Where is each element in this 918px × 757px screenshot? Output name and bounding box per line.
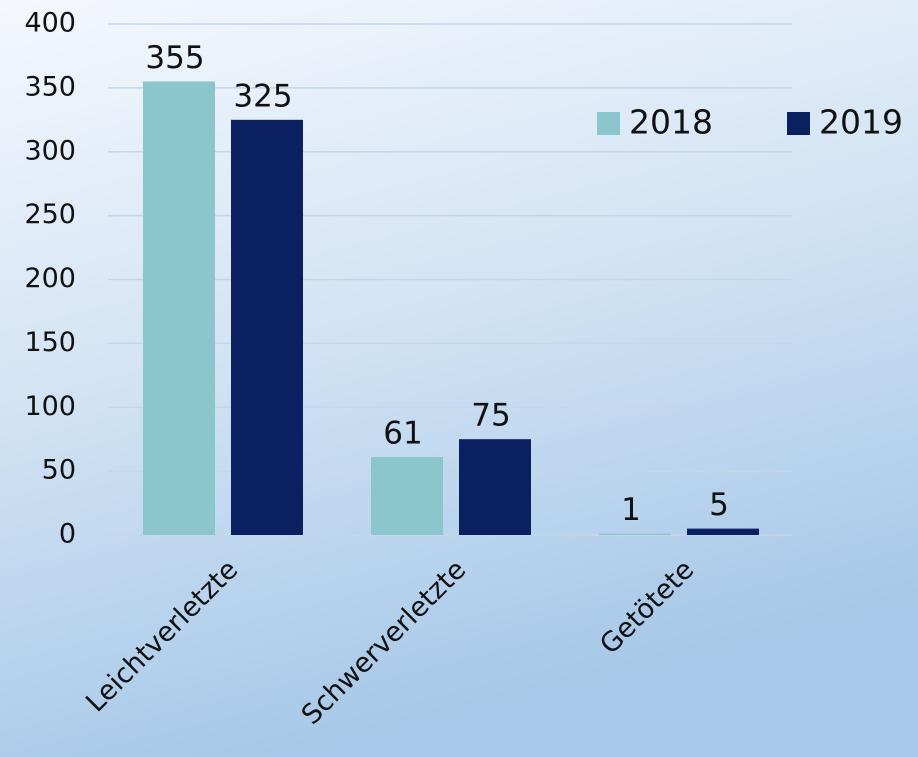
data-label: 325 (233, 78, 292, 114)
legend-label: 2019 (819, 103, 903, 142)
legend-swatch (787, 112, 810, 135)
legend-label: 2018 (629, 103, 713, 142)
y-tick-label: 50 (42, 455, 76, 486)
data-label: 355 (145, 40, 204, 76)
y-tick-label: 200 (24, 263, 76, 294)
bar (599, 533, 671, 535)
legend-swatch (597, 112, 620, 135)
y-tick-label: 300 (24, 135, 76, 166)
bar (143, 81, 215, 536)
bar (459, 439, 531, 535)
bar (687, 528, 759, 535)
bar (231, 119, 303, 535)
data-label: 5 (709, 487, 729, 523)
y-tick-label: 150 (24, 327, 76, 358)
y-tick-label: 350 (24, 71, 76, 102)
bar (371, 457, 443, 535)
y-tick-label: 0 (59, 519, 76, 550)
y-tick-label: 100 (24, 391, 76, 422)
y-tick-label: 400 (24, 8, 76, 39)
y-tick-label: 250 (24, 199, 76, 230)
data-label: 1 (621, 492, 641, 528)
data-label: 75 (471, 398, 510, 434)
data-label: 61 (383, 416, 422, 452)
